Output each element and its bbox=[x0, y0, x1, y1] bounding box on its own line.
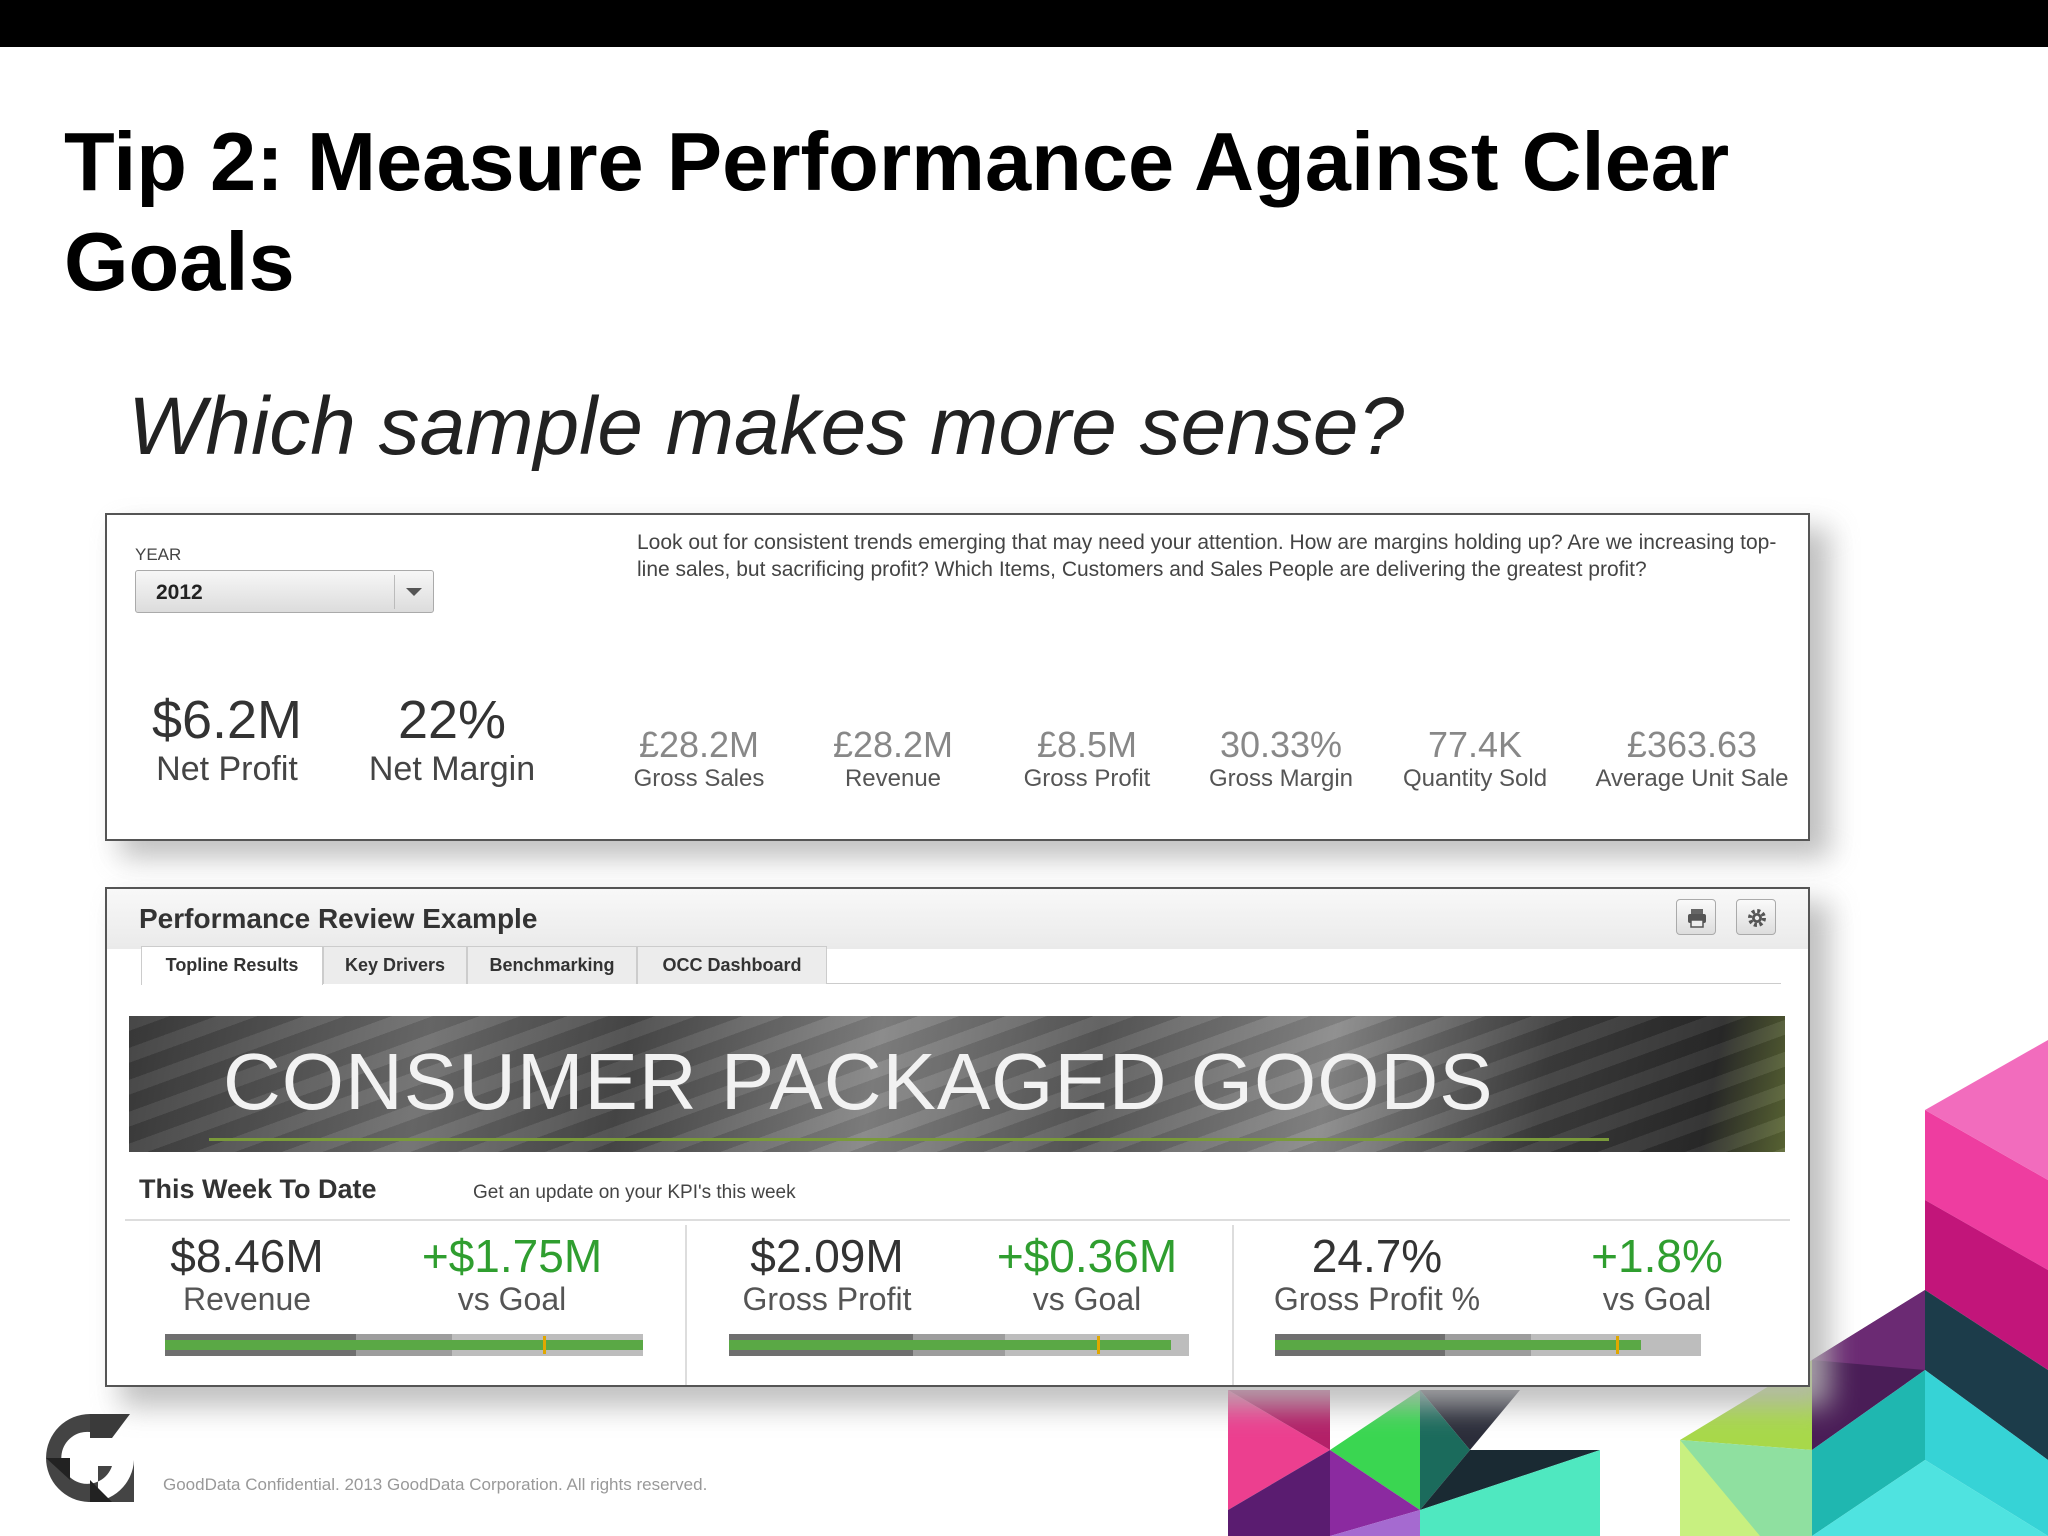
kpi-net-margin: 22% Net Margin bbox=[352, 690, 552, 788]
kpi-label: Revenue bbox=[844, 765, 942, 792]
progress-bar-gross-profit bbox=[729, 1334, 1189, 1356]
banner-underline bbox=[209, 1138, 1609, 1141]
dashboard-title: Performance Review Example bbox=[139, 903, 538, 934]
tab-benchmarking[interactable]: Benchmarking bbox=[467, 946, 637, 984]
metric-value: $8.46M bbox=[170, 1230, 324, 1282]
kpi-gross-sales: £28.2M Gross Sales bbox=[599, 725, 799, 793]
kpi-average-unit-sale: £363.63 Average Unit Sale bbox=[1587, 725, 1797, 793]
metric-revenue-vs-goal: +$1.75M vs Goal bbox=[402, 1231, 622, 1317]
goal-marker bbox=[542, 1336, 546, 1354]
kpi-value: 77.4K bbox=[1427, 724, 1523, 765]
kpi-value: $6.2M bbox=[151, 690, 303, 750]
slide-title: Tip 2: Measure Performance Against Clear… bbox=[64, 115, 1730, 308]
chevron-down-icon bbox=[406, 588, 422, 596]
metric-gross-profit-percent: 24.7% Gross Profit % bbox=[1247, 1231, 1507, 1317]
print-button[interactable] bbox=[1676, 899, 1716, 935]
goal-marker bbox=[1097, 1336, 1100, 1354]
metric-delta: +1.8% bbox=[1591, 1230, 1723, 1282]
print-icon bbox=[1688, 909, 1706, 928]
metric-delta-label: vs Goal bbox=[1032, 1281, 1142, 1317]
slide-top-bar bbox=[0, 0, 2048, 47]
metric-value: 24.7% bbox=[1311, 1230, 1443, 1282]
year-value: 2012 bbox=[156, 581, 203, 604]
progress-bar-revenue bbox=[165, 1334, 643, 1356]
metric-gross-profit-percent-vs-goal: +1.8% vs Goal bbox=[1557, 1231, 1757, 1317]
tab-occ-dashboard[interactable]: OCC Dashboard bbox=[637, 946, 827, 984]
sample2-dashboard: Performance Review Example Topline Resul… bbox=[105, 887, 1810, 1387]
kpi-value: 30.33% bbox=[1219, 724, 1343, 765]
kpi-quantity-sold: 77.4K Quantity Sold bbox=[1375, 725, 1575, 793]
kpi-value: £28.2M bbox=[638, 724, 760, 765]
gooddata-g-logo-icon bbox=[46, 1414, 134, 1502]
metric-delta: +$0.36M bbox=[996, 1230, 1178, 1282]
dashboard-header: Performance Review Example bbox=[107, 889, 1808, 949]
kpi-revenue: £28.2M Revenue bbox=[793, 725, 993, 793]
banner-text: CONSUMER PACKAGED GOODS bbox=[223, 1037, 1494, 1126]
kpi-label: Net Margin bbox=[368, 750, 536, 788]
metric-delta-label: vs Goal bbox=[1602, 1281, 1712, 1317]
kpi-value: £28.2M bbox=[832, 724, 954, 765]
metric-gross-profit: $2.09M Gross Profit bbox=[717, 1231, 937, 1317]
kpi-label: Gross Profit bbox=[1023, 765, 1151, 792]
metric-label: Revenue bbox=[182, 1281, 312, 1317]
year-label: YEAR bbox=[135, 545, 182, 564]
bar-progress bbox=[165, 1340, 643, 1350]
metric-label: Gross Profit bbox=[742, 1281, 912, 1317]
slide-subtitle: Which sample makes more sense? bbox=[128, 381, 1405, 472]
dropdown-divider bbox=[394, 575, 395, 609]
dashboard-description: Look out for consistent trends emerging … bbox=[637, 531, 1777, 581]
kpi-gross-profit: £8.5M Gross Profit bbox=[987, 725, 1187, 793]
column-divider bbox=[1232, 1225, 1234, 1385]
category-banner: CONSUMER PACKAGED GOODS bbox=[129, 1016, 1785, 1152]
section-subtitle: Get an update on your KPI's this week bbox=[473, 1182, 796, 1203]
kpi-label: Net Profit bbox=[156, 750, 298, 788]
gear-icon bbox=[1748, 909, 1766, 927]
progress-bar-gross-profit-percent bbox=[1275, 1334, 1701, 1356]
metric-delta-label: vs Goal bbox=[457, 1281, 567, 1317]
kpi-label: Average Unit Sale bbox=[1595, 765, 1789, 792]
dashboard-tabs: Topline Results Key Drivers Benchmarking… bbox=[141, 946, 1781, 985]
tab-key-drivers[interactable]: Key Drivers bbox=[323, 946, 467, 984]
kpi-label: Gross Margin bbox=[1208, 765, 1354, 792]
metric-gross-profit-vs-goal: +$0.36M vs Goal bbox=[977, 1231, 1197, 1317]
metric-value: $2.09M bbox=[750, 1230, 904, 1282]
sample1-dashboard: YEAR 2012 Look out for consistent trends… bbox=[105, 513, 1810, 841]
goal-marker bbox=[1615, 1336, 1619, 1354]
footer-copyright: GoodData Confidential. 2013 GoodData Cor… bbox=[163, 1475, 708, 1494]
kpi-value: £8.5M bbox=[1036, 724, 1138, 765]
kpi-net-profit: $6.2M Net Profit bbox=[127, 690, 327, 788]
settings-button[interactable] bbox=[1736, 899, 1776, 935]
bar-progress bbox=[1275, 1340, 1642, 1350]
bar-progress bbox=[729, 1340, 1171, 1350]
column-divider bbox=[685, 1225, 687, 1385]
year-dropdown[interactable]: 2012 bbox=[135, 570, 434, 613]
kpi-value: £363.63 bbox=[1626, 724, 1758, 765]
metric-delta: +$1.75M bbox=[421, 1230, 603, 1282]
tab-topline-results[interactable]: Topline Results bbox=[141, 946, 323, 985]
section-divider bbox=[125, 1219, 1790, 1221]
metric-revenue: $8.46M Revenue bbox=[147, 1231, 347, 1317]
banner-background bbox=[129, 1016, 1785, 1152]
metric-label: Gross Profit % bbox=[1273, 1281, 1481, 1317]
kpi-gross-margin: 30.33% Gross Margin bbox=[1181, 725, 1381, 793]
kpi-label: Gross Sales bbox=[633, 765, 765, 792]
kpi-label: Quantity Sold bbox=[1402, 765, 1548, 792]
kpi-value: 22% bbox=[397, 690, 507, 750]
section-title: This Week To Date bbox=[139, 1174, 377, 1204]
